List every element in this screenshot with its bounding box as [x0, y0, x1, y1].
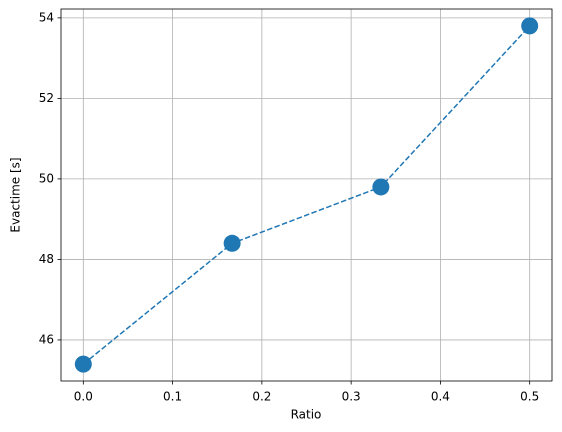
x-tick-label: 0.3 — [342, 390, 361, 404]
y-tick-label: 54 — [39, 10, 54, 24]
marker — [372, 178, 390, 196]
marker — [74, 355, 92, 373]
plot-frame — [60, 8, 553, 382]
x-axis-label: Ratio — [291, 408, 322, 422]
x-tick-label: 0.0 — [74, 390, 93, 404]
y-tick-label: 52 — [39, 91, 54, 105]
marker — [521, 17, 539, 35]
x-tick-label: 0.2 — [252, 390, 271, 404]
y-axis-label: Evactime [s] — [9, 157, 23, 232]
y-tick-label: 46 — [39, 332, 54, 346]
y-tick-label: 50 — [39, 171, 54, 185]
marker — [223, 234, 241, 252]
x-tick-label: 0.4 — [431, 390, 450, 404]
x-tick-label: 0.1 — [163, 390, 182, 404]
line — [82, 25, 531, 365]
y-tick-label: 48 — [39, 252, 54, 266]
x-tick-label: 0.5 — [520, 390, 539, 404]
